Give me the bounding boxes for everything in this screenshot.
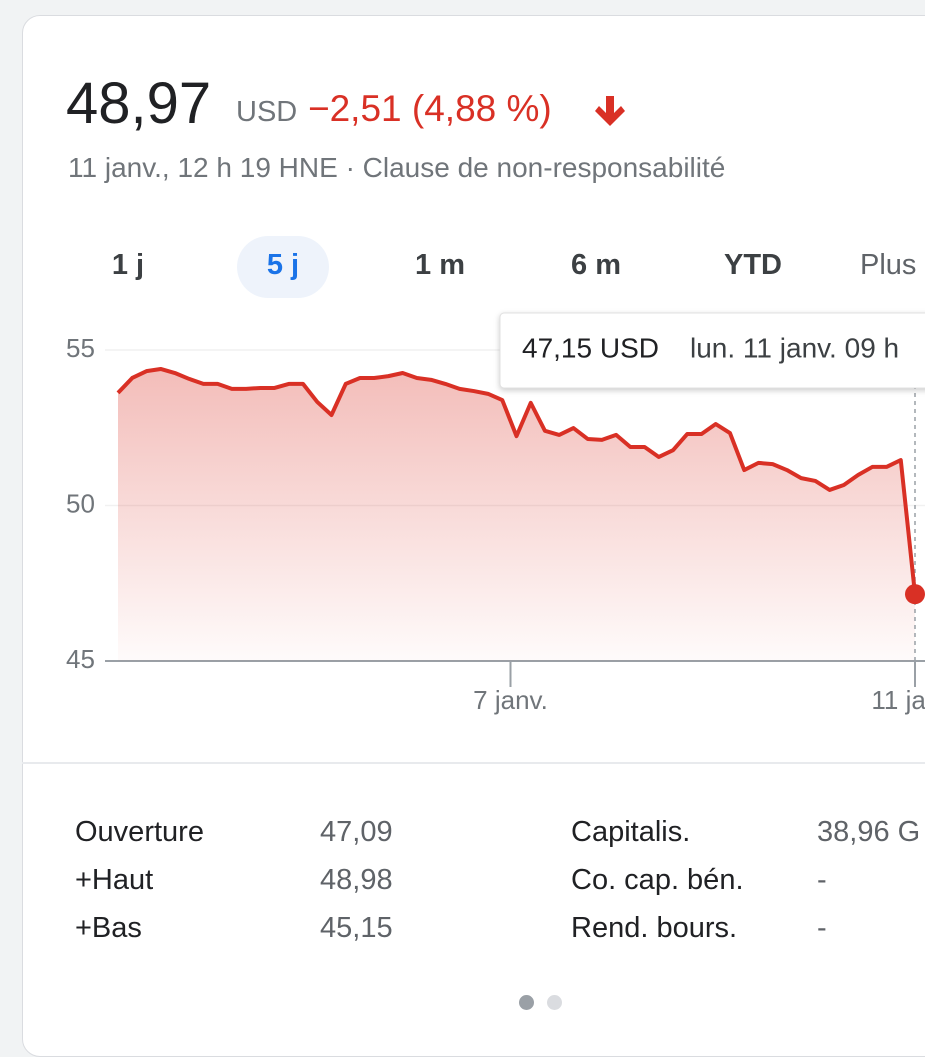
tab-highlight[interactable]	[237, 236, 329, 298]
down-arrow	[595, 96, 625, 126]
tab[interactable]: 1 j	[111, 249, 145, 281]
tab[interactable]: 6 m	[571, 249, 621, 281]
tooltip-date: lun. 11 janv. 09 h	[690, 332, 899, 363]
timestamp: 11 janv., 12 h 19 HNE · Clause de non-re…	[68, 152, 726, 183]
page: 48,97 USD −2,51 (4,88 %) 11 janv., 12 h …	[22, 15, 925, 1057]
stat-value: 38,96 G	[817, 816, 921, 848]
page-dot[interactable]	[547, 995, 562, 1010]
x-tick-label: 7 janv.	[473, 685, 548, 715]
chart: 45 50 55 7 janv. 11 janv. 47,15 USD lun. 11 ja…	[66, 312, 925, 715]
tab[interactable]: 1 m	[415, 249, 465, 281]
tab[interactable]: YTD	[724, 249, 782, 281]
stat-value: 45,15	[320, 912, 393, 944]
price-line	[116, 366, 917, 595]
tooltip-price: 47,15 USD	[522, 332, 659, 363]
y-tick-label: 55	[66, 333, 95, 363]
currency: USD	[236, 96, 298, 128]
stat-label: Rend. bours.	[571, 912, 738, 944]
tab[interactable]: Plus	[860, 249, 917, 281]
tooltip-box	[499, 312, 925, 389]
stat-value: -	[817, 864, 827, 896]
price: 48,97	[66, 71, 212, 136]
point	[905, 584, 925, 605]
stat-value: -	[817, 912, 827, 944]
stat-label: Ouverture	[75, 816, 204, 848]
y-tick-label: 45	[66, 644, 95, 674]
page-dot[interactable]	[519, 995, 534, 1010]
stat-label: Co. cap. bén.	[571, 864, 744, 896]
x-tick-label: 11 janv.	[871, 685, 925, 715]
price-change: −2,51 (4,88 %)	[308, 88, 552, 129]
y-tick-label: 50	[66, 488, 95, 518]
stat-label: +Haut	[75, 864, 154, 896]
tab[interactable]: 5 j	[266, 249, 300, 281]
stat-value: 48,98	[320, 864, 393, 896]
stat-label: Capitalis.	[571, 816, 691, 848]
divider	[22, 762, 925, 764]
area	[118, 368, 915, 661]
stat-label: +Bas	[75, 912, 142, 944]
stat-value: 47,09	[320, 816, 393, 848]
